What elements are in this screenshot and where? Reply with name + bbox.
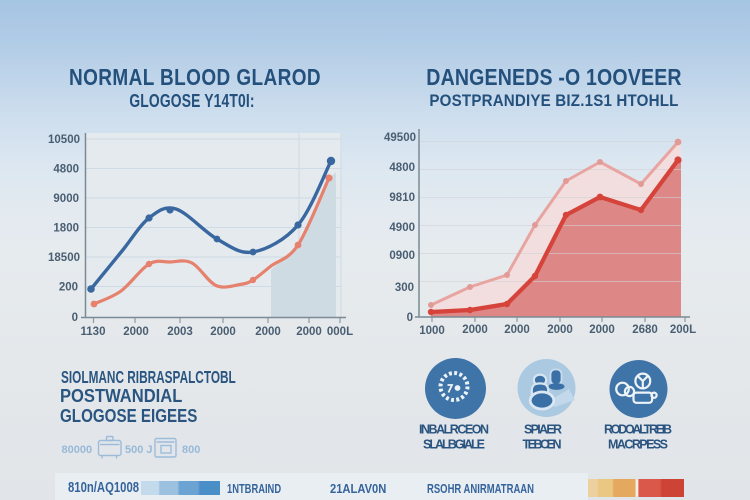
svg-text:0: 0 [407,312,413,324]
svg-text:2003: 2003 [167,326,193,338]
svg-text:80000: 80000 [62,444,93,456]
svg-text:0: 0 [72,312,78,324]
svg-text:2680: 2680 [632,324,658,336]
svg-text:800: 800 [182,444,200,456]
svg-text:2000: 2000 [589,324,615,336]
svg-text:SPIAER: SPIAER [524,423,562,437]
svg-text:2000: 2000 [462,324,488,336]
svg-text:2000: 2000 [547,324,573,336]
svg-text:300: 300 [395,282,414,294]
svg-text:200L: 200L [670,324,696,336]
svg-text:4800: 4800 [53,164,79,176]
svg-text:1000: 1000 [419,325,445,337]
svg-text:000L: 000L [327,326,353,338]
svg-text:RODOALTREIB: RODOALTREIB [604,423,672,437]
svg-text:200: 200 [59,282,78,294]
svg-text:1130: 1130 [81,326,106,338]
svg-text:4800: 4800 [389,162,415,174]
svg-text:0900: 0900 [389,250,415,262]
svg-text:1800: 1800 [53,223,79,235]
svg-text:4900: 4900 [389,222,415,234]
svg-text:500 J: 500 J [125,444,153,456]
svg-text:10500: 10500 [48,134,80,146]
svg-text:2000: 2000 [296,326,322,338]
svg-text:2000: 2000 [123,326,149,338]
svg-text:2000: 2000 [255,326,281,338]
svg-text:49500: 49500 [384,132,416,144]
svg-text:2000: 2000 [504,324,530,336]
svg-text:9000: 9000 [53,193,79,205]
svg-text:18500: 18500 [48,252,80,264]
svg-text:SLALBGIALE: SLALBGIALE [423,438,485,452]
svg-text:INBALRCEON: INBALRCEON [419,423,489,437]
svg-text:2000: 2000 [210,326,236,338]
svg-text:TEBCEN: TEBCEN [523,438,562,452]
svg-text:9810: 9810 [389,192,415,204]
svg-text:MACRPESS: MACRPESS [608,438,668,452]
